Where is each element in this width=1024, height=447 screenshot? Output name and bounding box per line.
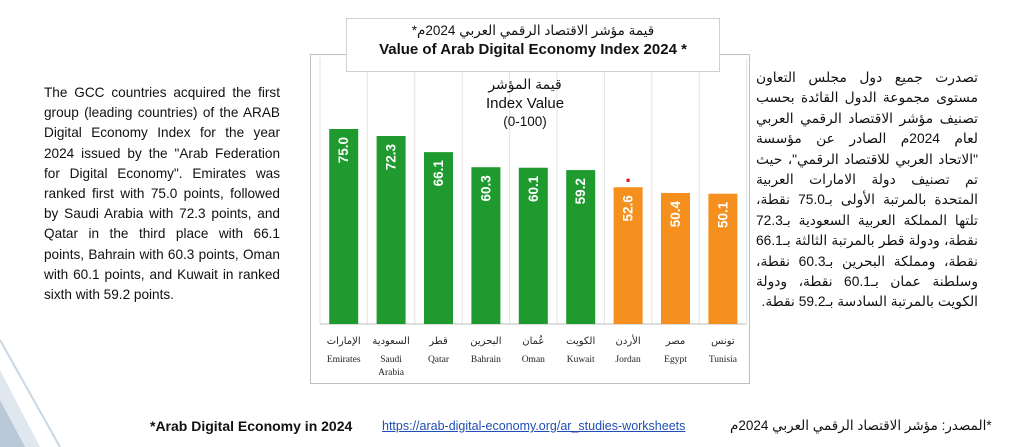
bar-emirates [329,129,359,324]
bar-egypt [661,192,690,324]
source-footer: *Arab Digital Economy in 2024 https://ar… [0,418,1024,442]
bar-kuwait [566,170,596,324]
bar-jordan [613,187,643,324]
chart-title-arabic: قيمة مؤشر الاقتصاد الرقمي العربي 2024م* [411,23,655,38]
x-tick-label: Bahrain [471,355,501,365]
x-tick-label-arabic: تونس [711,336,735,347]
x-tick-label: Qatar [428,355,450,365]
arabic-description: تصدرت جميع دول مجلس التعاون مستوى مجموعة… [756,70,978,310]
footer-note: *Arab Digital Economy in 2024 [150,418,353,434]
data-label: 59.2 [573,178,588,204]
bar-qatar [424,152,453,324]
source-link[interactable]: https://arab-digital-economy.org/ar_stud… [382,419,686,433]
x-tick-label-arabic: عُمان [522,335,544,347]
x-tick-label: Emirates [327,355,361,365]
english-description: The GCC countries acquired the first gro… [44,85,280,303]
x-tick-label: Tunisia [709,355,738,365]
y-axis-label: Index Value [485,95,565,112]
bar-bahrain [471,167,501,324]
y-axis-range: (0-100) [503,114,547,129]
footer-source-arabic: *المصدر: مؤشر الاقتصاد الرقمي العربي 202… [730,418,992,433]
chart-title-box: قيمة مؤشر الاقتصاد الرقمي العربي 2024م* … [346,18,720,72]
data-label: 52.6 [621,195,636,222]
x-tick-label-arabic: السعودية [372,336,409,347]
data-label: 72.3 [384,144,399,171]
x-tick-label-arabic: البحرين [470,336,501,347]
data-label: 50.1 [715,201,730,228]
x-tick-label: Saudi [380,355,402,365]
x-tick-label: Jordan [615,355,641,365]
y-axis-heading: قيمة المؤشر Index Value (0-100) [440,76,610,129]
x-tick-label: Oman [522,355,545,365]
data-label: 60.1 [526,175,541,202]
data-label: 60.3 [478,175,493,202]
jordan-marker [626,178,630,183]
x-tick-label-arabic: قطر [428,336,448,347]
bar-tunisia [708,193,738,324]
bar-oman [518,167,548,324]
y-axis-label-arabic: قيمة المؤشر [488,76,562,92]
x-tick-label-arabic: الكويت [566,336,595,347]
corner-decoration [0,339,61,447]
data-label: 66.1 [431,160,446,187]
x-tick-label-arabic: مصر [665,336,686,347]
chart-title: Value of Arab Digital Economy Index 2024… [379,41,687,58]
data-label: 75.0 [336,137,351,163]
bar-chart: 75.0 الإمارات Emirates 72.3 السعودية Saudi Ara… [319,58,748,378]
x-tick-label: Arabia [378,368,405,378]
bar-saudi-arabia [376,136,406,324]
x-tick-label: Egypt [664,355,687,365]
x-tick-label-arabic: الإمارات [327,336,361,347]
x-tick-label: Kuwait [567,355,595,365]
x-tick-label-arabic: الأردن [616,334,641,347]
data-label: 50.4 [668,200,683,227]
